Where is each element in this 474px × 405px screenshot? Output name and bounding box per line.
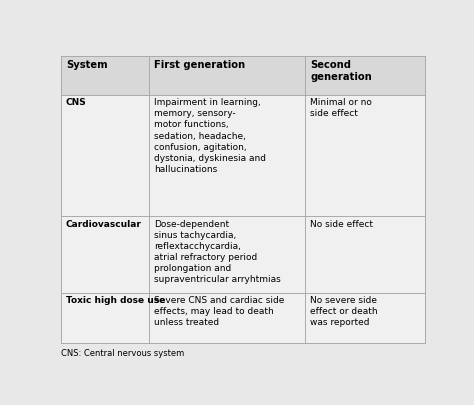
Text: Impairment in learning,
memory, sensory-
motor functions,
sedation, headache,
co: Impairment in learning, memory, sensory-…	[154, 98, 266, 174]
Text: First generation: First generation	[154, 60, 245, 70]
Text: Dose-dependent
sinus tachycardia,
reflextacchycardia,
atrial refractory period
p: Dose-dependent sinus tachycardia, reflex…	[154, 220, 281, 284]
Text: CNS: Central nervous system: CNS: Central nervous system	[61, 349, 184, 358]
Text: No severe side
effect or death
was reported: No severe side effect or death was repor…	[310, 296, 378, 327]
Text: Toxic high dose use: Toxic high dose use	[66, 296, 165, 305]
Bar	[61, 95, 425, 217]
Text: Minimal or no
side effect: Minimal or no side effect	[310, 98, 372, 118]
Bar	[61, 293, 425, 343]
Bar	[61, 217, 425, 293]
Text: Severe CNS and cardiac side
effects, may lead to death
unless treated: Severe CNS and cardiac side effects, may…	[154, 296, 284, 327]
Text: Second
generation: Second generation	[310, 60, 372, 81]
Text: No side effect: No side effect	[310, 220, 373, 228]
Text: System: System	[66, 60, 108, 70]
Text: CNS: CNS	[66, 98, 87, 107]
Text: Cardiovascular: Cardiovascular	[66, 220, 142, 228]
Bar	[61, 56, 425, 95]
